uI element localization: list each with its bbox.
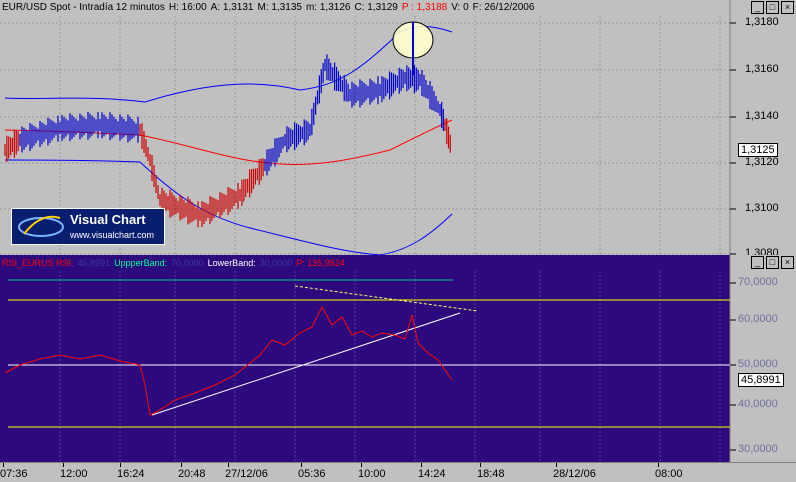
support-trendline (151, 312, 461, 416)
price-title-part-5: C: 1,3129 (354, 2, 398, 13)
time-tick-mark (181, 463, 182, 467)
time-tick-mark (228, 463, 229, 467)
rsi-title-part-4: LowerBand: (207, 258, 256, 268)
rsi-y-ticks (730, 282, 736, 451)
rsi-line (4, 305, 453, 416)
price-title-part-3: M: 1,3135 (257, 2, 302, 13)
time-tick-mark (421, 463, 422, 467)
time-tick-label: 10:00 (358, 468, 386, 480)
time-tick-mark (556, 463, 557, 467)
time-tick-mark (301, 463, 302, 467)
rsi-close-button[interactable]: × (781, 256, 794, 269)
rsi-title-part-1: 45,8991 (77, 258, 111, 268)
price-title-part-6: P : 1,3188 (401, 2, 448, 13)
rsi-chart-pane[interactable]: RSI_EURUS RSI: 45,8991 UppperBand: 70,0000 L… (0, 255, 796, 462)
rsi-title-part-2: UppperBand: (114, 258, 168, 268)
price-chart-pane[interactable]: EUR/USD Spot - Intradía 12 minutos H: 16:… (0, 0, 796, 259)
rsi-window-buttons: _ □ × (751, 256, 794, 269)
time-tick-label: 27/12/06 (225, 468, 268, 480)
rsi-tick-label: 50,0000 (738, 358, 778, 370)
minimize-button[interactable]: _ (751, 1, 764, 14)
time-tick-label: 18:48 (477, 468, 505, 480)
price-title-part-1: H: 16:00 (168, 2, 207, 13)
maximize-button[interactable]: □ (766, 1, 779, 14)
time-tick-mark (120, 463, 121, 467)
price-candles (4, 54, 451, 228)
time-tick-label: 05:36 (298, 468, 326, 480)
logo-url: www.visualchart.com (70, 230, 155, 240)
time-tick-mark (658, 463, 659, 467)
price-title-part-0: EUR/USD Spot - Intradía 12 minutos (2, 2, 165, 13)
price-title-part-8: F: 26/12/2006 (472, 2, 535, 13)
rsi-last-value-marker: 45,8991 (738, 373, 784, 387)
visual-chart-logo: Visual Chart www.visualchart.com (11, 208, 165, 245)
bollinger-lower-band (4, 159, 453, 255)
resistance-trendline (294, 285, 479, 312)
price-title-part-4: m: 1,3126 (305, 2, 351, 13)
rsi-tick-label: 30,0000 (738, 443, 778, 455)
time-tick-label: 12:00 (60, 468, 88, 480)
rsi-tick-label: 70,0000 (738, 276, 778, 288)
time-tick-mark (3, 463, 4, 467)
price-tick-label: 1,3180 (745, 16, 779, 28)
close-button[interactable]: × (781, 1, 794, 14)
price-title-part-7: V: 0 (451, 2, 469, 13)
time-tick-mark (361, 463, 362, 467)
rsi-tick-label: 60,0000 (738, 313, 778, 325)
rsi-plot-area (0, 255, 730, 462)
price-tick-label: 1,3100 (745, 202, 779, 214)
price-tick-label: 1,3140 (745, 110, 779, 122)
rsi-tick-label: 40,0000 (738, 398, 778, 410)
rsi-minimize-button[interactable]: _ (751, 256, 764, 269)
rsi-axis-area (730, 255, 796, 462)
last-price-marker: 1,3125 (738, 143, 778, 157)
rsi-chart-svg[interactable] (0, 255, 796, 462)
time-tick-mark (480, 463, 481, 467)
price-tick-label: 1,3160 (745, 63, 779, 75)
price-tick-label: 1,3120 (745, 156, 779, 168)
price-window-buttons: _ □ × (751, 1, 794, 14)
price-title-part-2: A: 1,3131 (210, 2, 254, 13)
time-tick-label: 28/12/06 (553, 468, 596, 480)
time-tick-label: 20:48 (178, 468, 206, 480)
rsi-title-part-5: 30,0000 (259, 258, 293, 268)
rsi-title-part-3: 70,0000 (171, 258, 204, 268)
time-tick-label: 08:00 (655, 468, 683, 480)
price-y-ticks (730, 22, 736, 255)
time-tick-mark (63, 463, 64, 467)
rsi-title-part-0: RSI_EURUS RSI: (2, 258, 74, 268)
time-axis: 07:36 12:00 16:24 20:48 27/12/06 05:36 10:00 14… (0, 462, 796, 482)
rsi-title-bar: RSI_EURUS RSI: 45,8991 UppperBand: 70,0000 L… (0, 255, 349, 271)
rsi-maximize-button[interactable]: □ (766, 256, 779, 269)
logo-swoosh-icon (18, 215, 64, 237)
time-tick-label: 07:36 (0, 468, 28, 480)
price-title-bar: EUR/USD Spot - Intradía 12 minutos H: 16:… (0, 0, 538, 16)
time-tick-label: 14:24 (418, 468, 446, 480)
rsi-title-part-6: P: 135,9524 (296, 258, 345, 268)
time-tick-label: 16:24 (117, 468, 145, 480)
logo-title: Visual Chart (70, 212, 146, 227)
